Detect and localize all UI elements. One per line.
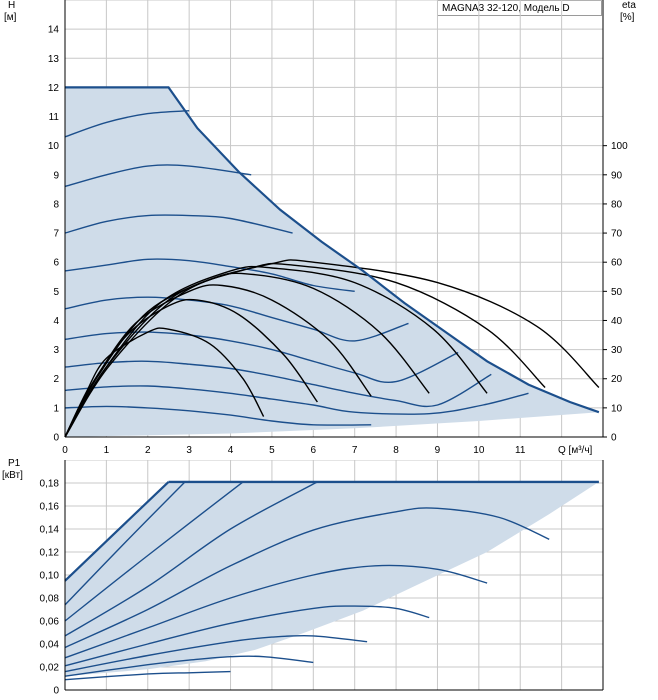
power-curve	[64, 634, 368, 673]
y-tick-label: 14	[48, 25, 60, 36]
head-curve	[64, 296, 409, 342]
power-curve	[64, 605, 430, 667]
eta-axis-title: eta	[622, 0, 636, 11]
y2-tick-label: 90	[611, 170, 623, 181]
x-tick-label: 4	[228, 445, 234, 456]
eta-axis-unit: [%]	[620, 12, 635, 23]
y-tick-label: 0,08	[40, 594, 60, 605]
y-tick-label: 12	[48, 83, 60, 94]
y-tick-label: 0	[53, 686, 59, 697]
y2-tick-label: 100	[611, 141, 628, 152]
y-tick-label: 7	[53, 229, 59, 240]
y-tick-label: 0,18	[40, 479, 60, 490]
y2-tick-label: 20	[611, 374, 623, 385]
y2-tick-label: 80	[611, 199, 623, 210]
y-tick-label: 0	[53, 433, 59, 444]
power-chart-axes: 0 0,02 0,04 0,06 0,08 0,10 0,12 0,14 0,16 0,18	[40, 460, 604, 697]
bottom-y-axis-title: P1	[8, 458, 21, 469]
y-tick-label: 5	[53, 287, 59, 298]
y-tick-label: 0,14	[40, 525, 60, 536]
y2-tick-label: 10	[611, 403, 623, 414]
x-tick-label: 10	[473, 445, 485, 456]
y-tick-label: 0,02	[40, 663, 60, 674]
y-tick-label: 0,12	[40, 548, 60, 559]
y-tick-label: 9	[53, 170, 59, 181]
x-tick-label: 8	[393, 445, 399, 456]
head-curves	[64, 110, 529, 426]
x-tick-label: 1	[104, 445, 110, 456]
x-tick-label: 0	[62, 445, 68, 456]
x-tick-label: 5	[269, 445, 275, 456]
y2-tick-label: 0	[611, 433, 617, 444]
y-tick-label: 0,16	[40, 502, 60, 513]
power-curve	[64, 564, 488, 659]
power-curve	[64, 481, 186, 606]
x-tick-label: 6	[311, 445, 317, 456]
power-operating-envelope	[65, 481, 599, 677]
head-max-curve	[65, 86, 600, 414]
power-curve	[64, 481, 244, 622]
y2-tick-label: 30	[611, 345, 623, 356]
y-tick-label: 13	[48, 54, 60, 65]
y-tick-label: 1	[53, 403, 59, 414]
power-curves	[64, 480, 599, 681]
y-tick-label: 4	[53, 316, 59, 327]
y-tick-label: 8	[53, 199, 59, 210]
power-chart: 0 0,02 0,04 0,06 0,08 0,10 0,12 0,14 0,16 0,18	[40, 460, 604, 697]
y-tick-label: 6	[53, 258, 59, 269]
power-curve	[64, 481, 170, 582]
y2-tick-label: 70	[611, 229, 623, 240]
top-y-axis-unit: [м]	[4, 12, 17, 23]
power-curve	[64, 481, 318, 637]
y-tick-label: 0,10	[40, 571, 60, 582]
top-y-axis-title: H	[8, 0, 16, 11]
y2-tick-label: 50	[611, 287, 623, 298]
power-curve	[64, 670, 231, 681]
y-tick-label: 3	[53, 345, 59, 356]
head-curve	[64, 360, 492, 408]
head-curve	[64, 385, 529, 415]
efficiency-curves	[64, 259, 600, 438]
y-tick-label: 10	[48, 141, 60, 152]
x-tick-label: 2	[145, 445, 151, 456]
y-tick-label: 11	[49, 112, 60, 123]
x-tick-label: 11	[515, 445, 526, 456]
y2-tick-label: 40	[611, 316, 623, 327]
eta-curve	[64, 327, 265, 438]
power-curve	[64, 655, 314, 677]
x-axis-title: Q [м³/ч]	[558, 445, 593, 456]
x-tick-label: 9	[435, 445, 441, 456]
head-chart-axes: 0123456789101112131401020304050607080901…	[48, 0, 628, 456]
eta-curve	[64, 259, 600, 438]
y-tick-label: 2	[53, 374, 59, 385]
head-curve	[64, 110, 190, 138]
y-tick-label: 0,04	[40, 640, 60, 651]
y2-tick-label: 60	[611, 258, 623, 269]
head-efficiency-chart: 0123456789101112131401020304050607080901…	[48, 0, 628, 456]
bottom-y-axis-unit: [кВт]	[2, 470, 23, 481]
head-curve	[64, 164, 252, 188]
head-curve	[64, 405, 372, 426]
power-curve	[64, 507, 550, 649]
x-tick-label: 7	[352, 445, 358, 456]
head-curve	[64, 214, 293, 234]
head-operating-envelope	[65, 87, 599, 438]
head-curve	[64, 258, 355, 292]
x-tick-label: 3	[186, 445, 192, 456]
y-tick-label: 0,06	[40, 617, 60, 628]
